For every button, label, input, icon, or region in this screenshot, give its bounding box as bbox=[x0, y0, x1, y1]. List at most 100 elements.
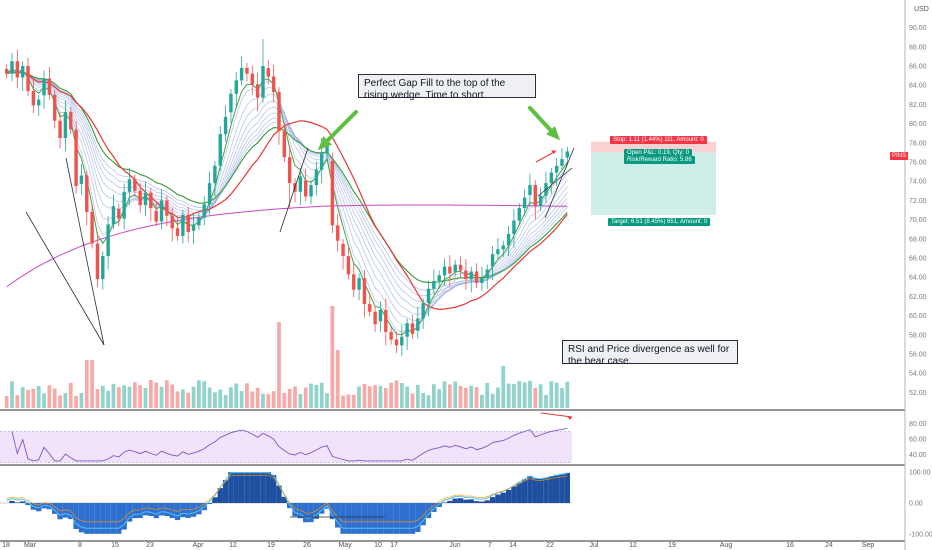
osc-signal-line bbox=[6, 475, 568, 523]
candle-body bbox=[255, 84, 260, 98]
candle-body bbox=[229, 93, 233, 113]
volume-bar bbox=[351, 394, 356, 408]
volume-bar bbox=[298, 393, 303, 408]
time-tick-label: Sep bbox=[862, 542, 875, 549]
osc-bar bbox=[553, 474, 560, 503]
volume-bar bbox=[453, 381, 458, 408]
price-tick-label: 70.00 bbox=[909, 217, 927, 224]
candle-body bbox=[453, 264, 457, 272]
volume-bar bbox=[63, 393, 68, 408]
red-price-arrow[interactable] bbox=[535, 150, 557, 163]
volume-bar bbox=[373, 385, 377, 408]
candle-body bbox=[538, 195, 543, 207]
gap-fill-note[interactable]: Perfect Gap Fill to the top of the risin… bbox=[358, 74, 536, 101]
osc-bar bbox=[9, 500, 15, 503]
volume-bar bbox=[213, 392, 217, 408]
osc-bar bbox=[196, 503, 202, 515]
volume-bar bbox=[122, 385, 127, 408]
trend-line[interactable] bbox=[25, 211, 105, 346]
volume-bar bbox=[159, 386, 164, 408]
candle-body bbox=[496, 249, 500, 255]
osc-bar bbox=[441, 502, 448, 503]
price-tick-label: 78.00 bbox=[909, 140, 927, 147]
volume-bar bbox=[68, 382, 73, 408]
rsi-divergence-note[interactable]: RSI and Price divergence as well for the… bbox=[562, 340, 738, 367]
volume-bar bbox=[533, 387, 538, 408]
volume-bar bbox=[437, 389, 442, 408]
osc-bar bbox=[73, 503, 79, 529]
osc-bar bbox=[185, 503, 191, 518]
osc-bar bbox=[564, 472, 570, 503]
candle-body bbox=[181, 214, 185, 236]
osc-tick-label: -100.00 bbox=[909, 531, 932, 538]
osc-bar bbox=[25, 503, 31, 506]
candle-body bbox=[191, 225, 196, 231]
trend-drawings[interactable] bbox=[25, 106, 575, 420]
candle-body bbox=[63, 112, 68, 138]
osc-bar bbox=[420, 503, 426, 526]
candle-body bbox=[368, 304, 372, 312]
volume-bar bbox=[528, 380, 532, 408]
volume-bar bbox=[378, 385, 383, 408]
green-arrow[interactable] bbox=[528, 106, 561, 141]
osc-bar bbox=[377, 503, 384, 534]
candle-body bbox=[165, 200, 169, 216]
stop-zone[interactable] bbox=[591, 141, 716, 153]
sma-line bbox=[27, 73, 568, 311]
price-tick-label: 58.00 bbox=[909, 332, 927, 339]
volume-bar bbox=[138, 385, 143, 408]
rsi-pane bbox=[0, 427, 572, 463]
target-label[interactable]: Target: 6.51 (8.45%) 651, Amount: 0 bbox=[608, 218, 711, 226]
candle-body bbox=[341, 243, 345, 257]
osc-bar bbox=[457, 498, 464, 503]
volume-bar bbox=[341, 395, 345, 408]
candle-body bbox=[271, 76, 276, 92]
trend-line[interactable] bbox=[65, 157, 105, 346]
time-tick-label: Mar bbox=[24, 542, 37, 549]
osc-bar bbox=[297, 503, 304, 519]
osc-bar bbox=[169, 503, 175, 519]
time-tick-label: 26 bbox=[303, 542, 311, 549]
wedge-line[interactable] bbox=[544, 147, 575, 219]
stop-label[interactable]: Stop: 1.11 (1.44%) 111, Amount: 0 bbox=[610, 136, 707, 144]
candle-body bbox=[58, 120, 62, 138]
candle-body bbox=[127, 179, 132, 192]
volume-bar bbox=[20, 387, 25, 408]
candle-body bbox=[42, 78, 46, 96]
price-tick-label: 66.00 bbox=[909, 256, 927, 263]
osc-bar bbox=[516, 482, 522, 503]
volume-bar bbox=[325, 393, 329, 408]
wedge-line[interactable] bbox=[279, 147, 309, 233]
osc-bar bbox=[244, 472, 250, 503]
volume-bar bbox=[164, 380, 169, 408]
ribbon-line bbox=[6, 71, 568, 291]
candle-body bbox=[474, 271, 479, 283]
candle-body bbox=[432, 281, 436, 289]
osc-bar bbox=[132, 503, 138, 519]
candle-body bbox=[421, 303, 425, 319]
time-tick-label: 16 bbox=[786, 542, 794, 549]
candle-body bbox=[287, 157, 292, 184]
candle-body bbox=[234, 80, 238, 94]
candle-body bbox=[175, 228, 180, 236]
candle-body bbox=[170, 215, 174, 229]
osc-bar bbox=[36, 503, 42, 512]
volume-bar bbox=[282, 392, 287, 408]
volume-bar bbox=[485, 382, 490, 408]
candle-body bbox=[389, 331, 393, 340]
red-rsi-arrow[interactable] bbox=[540, 412, 573, 420]
osc-bar bbox=[142, 503, 149, 516]
osc-bar bbox=[270, 475, 277, 503]
wedge-line[interactable] bbox=[537, 167, 573, 197]
rsi-tick-label: 60.00 bbox=[909, 437, 927, 444]
green-arrow[interactable] bbox=[317, 110, 358, 151]
time-tick-label: Apr bbox=[193, 542, 205, 549]
osc-bar bbox=[249, 472, 255, 503]
osc-bar bbox=[105, 503, 111, 534]
candle-body bbox=[85, 175, 89, 212]
volume-bar bbox=[309, 383, 313, 408]
volume-bar bbox=[95, 389, 100, 408]
time-tick-label: 17 bbox=[390, 542, 398, 549]
candle-body bbox=[426, 288, 431, 304]
